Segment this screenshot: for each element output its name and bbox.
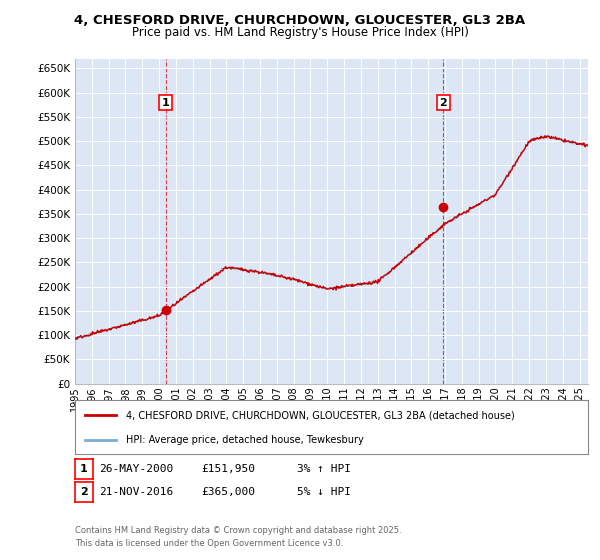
Text: 4, CHESFORD DRIVE, CHURCHDOWN, GLOUCESTER, GL3 2BA (detached house): 4, CHESFORD DRIVE, CHURCHDOWN, GLOUCESTE… xyxy=(127,410,515,421)
Text: £151,950: £151,950 xyxy=(201,464,255,474)
Text: 21-NOV-2016: 21-NOV-2016 xyxy=(99,487,173,497)
Text: £365,000: £365,000 xyxy=(201,487,255,497)
Text: 5% ↓ HPI: 5% ↓ HPI xyxy=(297,487,351,497)
Text: 2: 2 xyxy=(439,97,447,108)
Text: HPI: Average price, detached house, Tewkesbury: HPI: Average price, detached house, Tewk… xyxy=(127,435,364,445)
Text: Price paid vs. HM Land Registry's House Price Index (HPI): Price paid vs. HM Land Registry's House … xyxy=(131,26,469,39)
Text: 1: 1 xyxy=(80,464,88,474)
Text: 4, CHESFORD DRIVE, CHURCHDOWN, GLOUCESTER, GL3 2BA: 4, CHESFORD DRIVE, CHURCHDOWN, GLOUCESTE… xyxy=(74,14,526,27)
Text: 1: 1 xyxy=(162,97,170,108)
Text: Contains HM Land Registry data © Crown copyright and database right 2025.
This d: Contains HM Land Registry data © Crown c… xyxy=(75,526,401,548)
Text: 2: 2 xyxy=(80,487,88,497)
Text: 26-MAY-2000: 26-MAY-2000 xyxy=(99,464,173,474)
Text: 3% ↑ HPI: 3% ↑ HPI xyxy=(297,464,351,474)
